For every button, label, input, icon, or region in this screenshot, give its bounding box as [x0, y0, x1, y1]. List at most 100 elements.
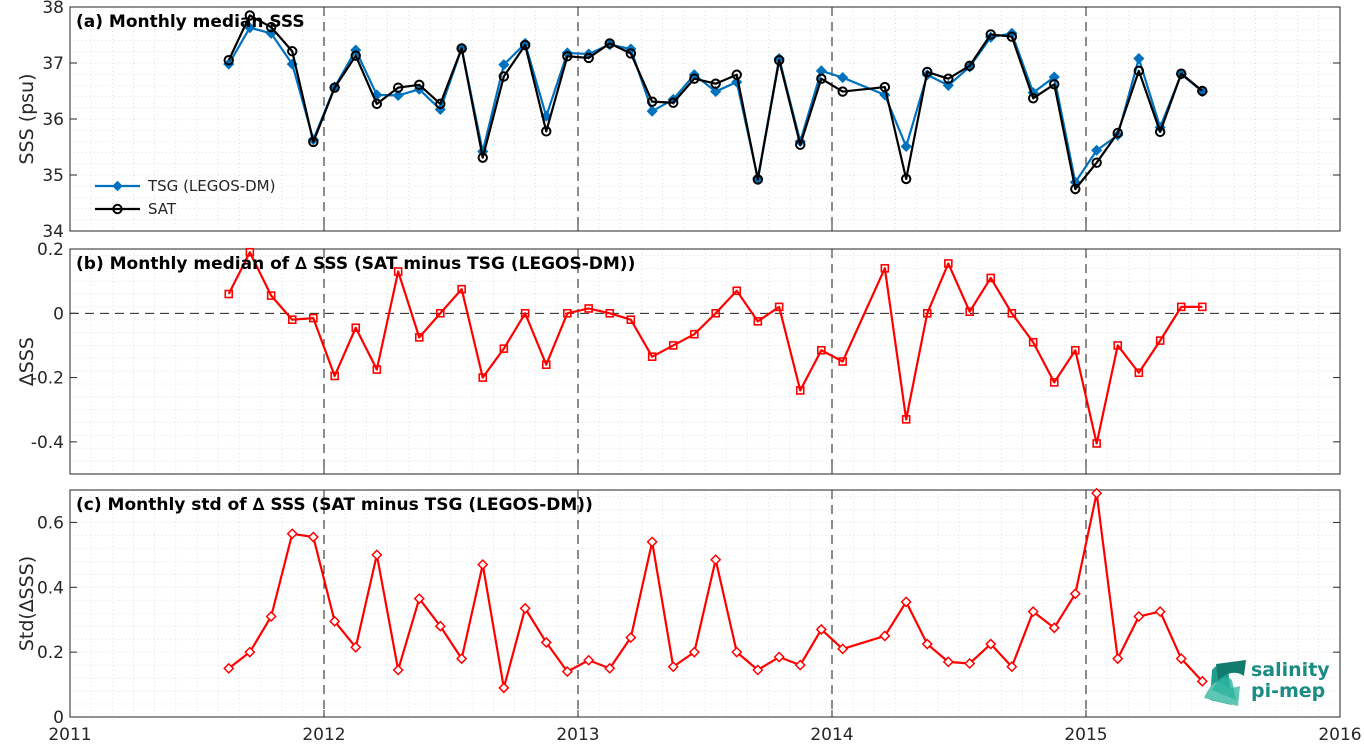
data-point: [584, 304, 593, 313]
data-point: [964, 657, 976, 670]
data-point: [414, 333, 424, 342]
panel-a-monthly-median-sss: 34 35 36 37 38 SSS (psu) (a) Monthly median SS…: [16, 0, 1341, 242]
data-point: [815, 623, 827, 636]
data-point: [942, 656, 954, 668]
data-point: [1154, 606, 1166, 618]
data-point: [1049, 79, 1060, 90]
data-point: [1092, 439, 1101, 448]
legend-marker: [112, 180, 123, 192]
data-point: [1091, 157, 1102, 168]
panel-title: (b) Monthly median of ∆ SSS (SAT minus T…: [76, 254, 635, 274]
x-tick-label: 2015: [1064, 725, 1107, 745]
data-point: [1027, 93, 1039, 104]
data-point: [1176, 68, 1187, 79]
panel-b-median-delta-sss: -0.4 -0.2 0 0.2 ∆SSS (b) Monthly median of ∆ …: [16, 240, 1341, 475]
x-tick-label: 2012: [302, 725, 345, 745]
data-point: [457, 284, 466, 294]
data-point: [287, 315, 297, 325]
data-point: [837, 86, 848, 97]
y-tick-label: 34: [42, 222, 64, 242]
data-point: [456, 653, 468, 665]
data-point: [520, 308, 530, 318]
x-tick-label: 2011: [48, 725, 91, 745]
data-point: [371, 98, 383, 110]
data-point: [1113, 341, 1123, 350]
data-point: [309, 313, 318, 323]
data-point: [795, 139, 806, 150]
series-sat: [223, 10, 1208, 195]
data-point: [244, 10, 256, 21]
data-point: [625, 631, 637, 644]
data-point: [1070, 183, 1081, 195]
data-point: [392, 664, 404, 676]
data-point: [690, 329, 699, 339]
series-delta-b: [224, 247, 1207, 448]
data-point: [1134, 368, 1144, 378]
data-point: [1006, 661, 1018, 673]
data-point: [562, 51, 573, 62]
logo-wave-icon: [1204, 660, 1246, 706]
data-point: [1133, 610, 1145, 623]
data-point: [393, 267, 403, 276]
data-point: [922, 66, 933, 78]
data-point: [435, 98, 446, 110]
data-point: [1176, 302, 1186, 312]
x-tick-label: 2013: [556, 725, 599, 745]
y-tick-label: 37: [42, 54, 64, 74]
data-point: [773, 55, 785, 66]
data-point: [1112, 653, 1124, 665]
y-tick-label: 0: [53, 708, 64, 728]
panel-title: (a) Monthly median SSS: [76, 12, 305, 32]
data-point: [265, 610, 277, 623]
data-point: [753, 317, 763, 326]
data-point: [1133, 65, 1145, 77]
data-point: [1048, 622, 1060, 634]
axes-box: [69, 489, 1341, 718]
y-tick-label: 35: [42, 166, 64, 186]
data-point: [879, 81, 891, 93]
data-point: [795, 386, 805, 395]
series-delta-c: [223, 487, 1208, 694]
y-tick-label: 0.2: [37, 240, 64, 260]
data-point: [244, 646, 256, 658]
data-point: [308, 136, 319, 148]
y-tick-label: 0.4: [37, 578, 64, 598]
data-point: [901, 415, 911, 424]
data-point: [498, 682, 510, 694]
data-point: [223, 662, 235, 674]
data-point: [837, 643, 849, 655]
data-point: [668, 341, 678, 350]
y-tick-label: 38: [42, 0, 64, 18]
series-line: [227, 251, 1203, 445]
data-point: [626, 315, 636, 325]
axes-box: [69, 248, 1341, 475]
data-point: [456, 43, 467, 54]
data-point: [689, 73, 700, 84]
data-point: [711, 308, 720, 318]
data-point: [880, 263, 890, 273]
data-point: [816, 73, 827, 84]
panel-c-std-delta-sss: 0 0.2 0.4 0.6 2011 2012 2013 2014 2015 2016 Std(∆S…: [16, 487, 1362, 745]
data-point: [329, 82, 340, 93]
data-point: [287, 46, 298, 57]
data-point: [372, 365, 382, 374]
data-point: [1027, 606, 1039, 618]
data-point: [605, 308, 615, 318]
data-point: [498, 59, 510, 71]
data-point: [436, 308, 445, 318]
data-point: [1154, 126, 1166, 138]
data-point: [731, 646, 743, 658]
data-point: [774, 302, 784, 312]
data-point: [752, 174, 764, 185]
data-point: [1175, 653, 1187, 665]
data-point: [1048, 71, 1060, 83]
data-point: [265, 21, 277, 33]
data-point: [519, 602, 531, 614]
data-point: [668, 97, 679, 108]
data-point: [541, 126, 552, 137]
data-point: [647, 352, 657, 361]
data-point: [434, 620, 446, 632]
data-point: [563, 308, 572, 318]
legend-label: TSG (LEGOS-DM): [147, 177, 275, 195]
data-point: [286, 528, 298, 540]
